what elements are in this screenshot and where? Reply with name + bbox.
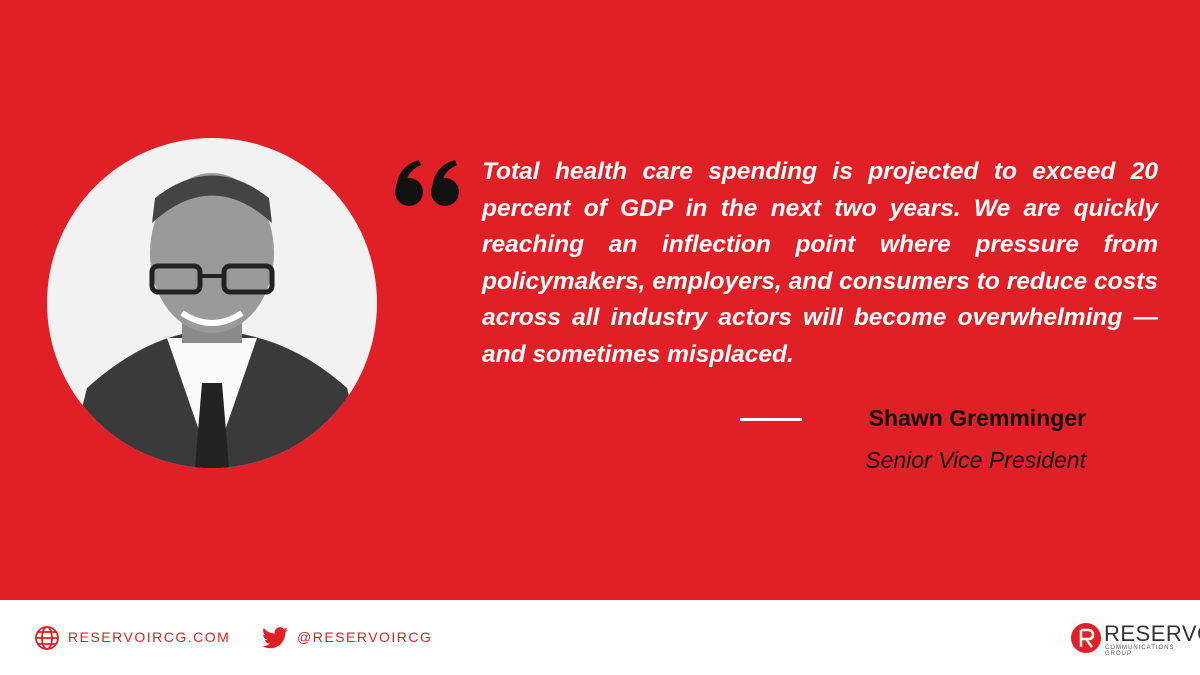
logo-tagline: COMMUNICATIONS GROUP [1105, 645, 1175, 657]
quote-card: Total health care spending is projected … [0, 0, 1200, 600]
attribution-rule [740, 418, 802, 421]
footer: RESERVOIRCG.COM @RESERVOIRCG RESERVOIR C… [0, 600, 1200, 675]
website-link[interactable]: RESERVOIRCG.COM [68, 629, 231, 645]
portrait [47, 138, 377, 468]
quote-mark [395, 160, 459, 206]
quote-text: Total health care spending is projected … [482, 158, 1158, 368]
logo-name: RESERVOIR [1104, 621, 1200, 646]
logo-mark [1071, 623, 1101, 653]
twitter-icon [262, 627, 288, 649]
twitter-link[interactable]: @RESERVOIRCG [297, 629, 433, 645]
speaker-name: Shawn Gremminger [868, 405, 1086, 431]
globe-icon [35, 626, 59, 650]
speaker-title: Senior Vice President [865, 447, 1086, 473]
